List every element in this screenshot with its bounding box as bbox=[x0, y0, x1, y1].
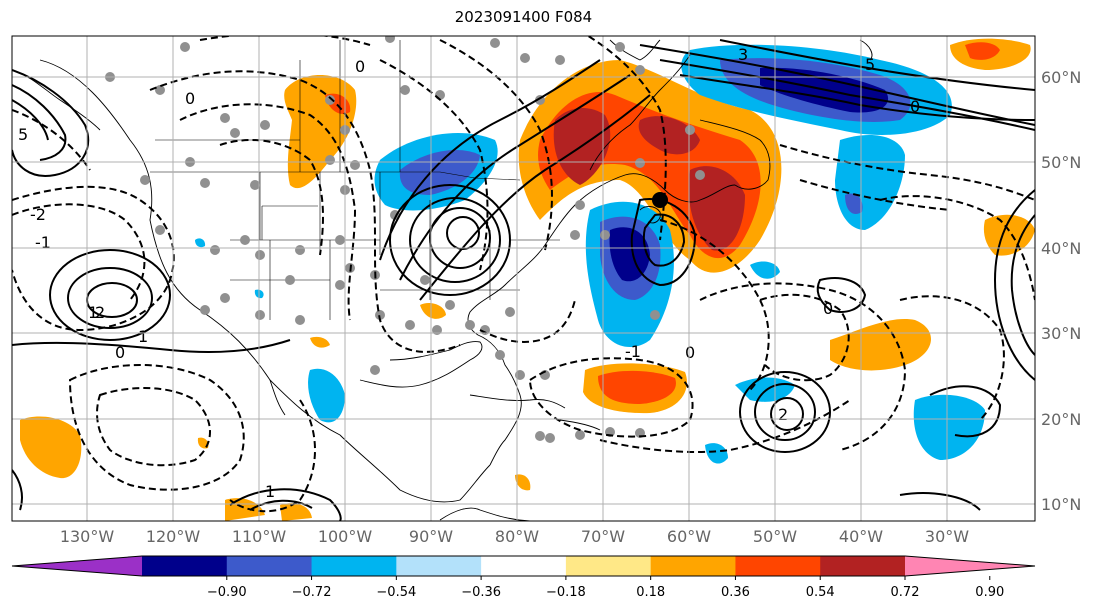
lon-label: 110°W bbox=[232, 527, 287, 546]
contour-label: 1 bbox=[265, 482, 275, 501]
colorbar-tick-label: −0.54 bbox=[376, 585, 416, 600]
lon-label: 70°W bbox=[581, 527, 625, 546]
map-frame bbox=[11, 35, 1036, 522]
lat-label: 60°N bbox=[1041, 68, 1081, 87]
colorbar-tick-label: −0.18 bbox=[546, 585, 586, 600]
contour-label: -2 bbox=[30, 205, 46, 224]
colorbar-segment bbox=[396, 556, 482, 576]
lon-label: 80°W bbox=[495, 527, 539, 546]
colorbar-segment bbox=[481, 556, 567, 576]
graticule bbox=[12, 36, 1035, 521]
contour-label: 3 bbox=[738, 45, 748, 64]
political-borders bbox=[150, 40, 560, 320]
colorbar-tick-label: −0.36 bbox=[461, 585, 501, 600]
contour-label: 2 bbox=[95, 303, 105, 322]
contour-labels: 0 0 1 2 -2 5 3 5 0 -1 0 1 0 2 1 -1 0 bbox=[18, 45, 920, 501]
colorbar-segment bbox=[142, 556, 228, 576]
contour-label: 1 bbox=[138, 327, 148, 346]
colorbar-tick-label: −0.90 bbox=[207, 585, 247, 600]
contour-label: 5 bbox=[18, 125, 28, 144]
colorbar-extend-low bbox=[12, 556, 142, 576]
contour-label: 0 bbox=[355, 57, 365, 76]
contour-label: 2 bbox=[778, 405, 788, 424]
colorbar-extend-high bbox=[905, 556, 1035, 576]
colorbar-tick-label: 0.36 bbox=[721, 585, 750, 600]
colorbar-tick-label: 0.72 bbox=[891, 585, 920, 600]
lon-label: 130°W bbox=[60, 527, 115, 546]
colorbar-segment bbox=[650, 556, 736, 576]
contours-positive bbox=[12, 39, 1035, 521]
contour-label: 0 bbox=[115, 343, 125, 362]
lat-label: 50°N bbox=[1041, 153, 1081, 172]
lat-label: 30°N bbox=[1041, 324, 1081, 343]
contour-label: 0 bbox=[910, 97, 920, 116]
map-title: 2023091400 F084 bbox=[454, 8, 593, 26]
colorbar: −0.90 −0.72 −0.54 −0.36 −0.18 0.18 0.36 0.54 0.7… bbox=[11, 555, 1036, 600]
lon-label: 60°W bbox=[667, 527, 711, 546]
lon-label: 30°W bbox=[925, 527, 969, 546]
longitude-labels: 130°W 120°W 110°W 100°W 90°W 80°W 70°W 6… bbox=[60, 527, 969, 546]
colorbar-outline bbox=[11, 555, 1036, 577]
colorbar-segment bbox=[311, 556, 397, 576]
colorbar-tick-label: 0.54 bbox=[806, 585, 835, 600]
map-panel: 0 0 1 2 -2 5 3 5 0 -1 0 1 0 2 1 -1 0 bbox=[12, 36, 1035, 521]
storm-center-marker bbox=[652, 192, 668, 208]
lon-label: 90°W bbox=[409, 527, 453, 546]
lat-label: 10°N bbox=[1041, 495, 1081, 514]
colorbar-segment bbox=[820, 556, 906, 576]
contour-label: 5 bbox=[865, 55, 875, 74]
contour-label: 0 bbox=[185, 89, 195, 108]
lon-label: 50°W bbox=[753, 527, 797, 546]
colorbar-tick-label: 0.90 bbox=[975, 585, 1004, 600]
contour-label: 1 bbox=[88, 303, 98, 322]
colorbar-tick-label: 0.18 bbox=[636, 585, 665, 600]
contour-label: -1 bbox=[35, 233, 51, 252]
colorbar-segment bbox=[226, 556, 313, 576]
lon-label: 40°W bbox=[839, 527, 883, 546]
colorbar-tick-label: −0.72 bbox=[292, 585, 332, 600]
contour-label: 0 bbox=[823, 299, 833, 318]
lon-label: 120°W bbox=[146, 527, 201, 546]
colorbar-segment bbox=[735, 556, 821, 576]
contour-label: 0 bbox=[685, 343, 695, 362]
contour-label: -1 bbox=[625, 342, 641, 361]
latitude-labels: 60°N 50°N 40°N 30°N 20°N 10°N bbox=[1041, 68, 1081, 514]
lat-label: 20°N bbox=[1041, 410, 1081, 429]
lat-label: 40°N bbox=[1041, 239, 1081, 258]
lon-label: 100°W bbox=[318, 527, 373, 546]
colorbar-segment bbox=[565, 556, 652, 576]
